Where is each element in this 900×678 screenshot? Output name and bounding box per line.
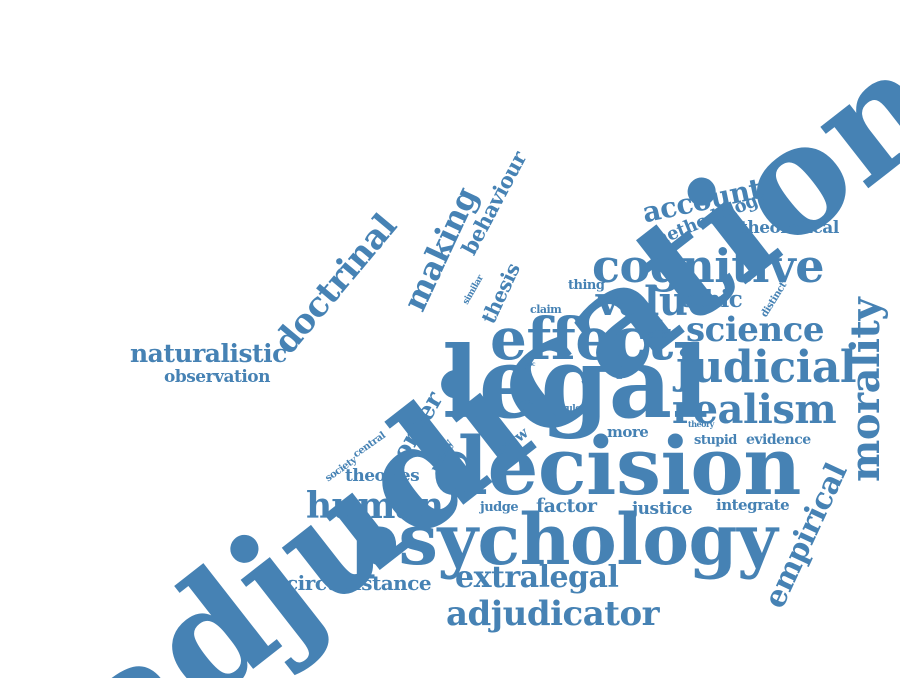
word-factor: factor	[536, 495, 597, 517]
word-legal: legal	[442, 326, 709, 441]
word-morality: morality	[842, 297, 889, 482]
word-justice: justice	[632, 499, 693, 519]
word-extralegal: extralegal	[455, 560, 619, 595]
word-adjudicator: adjudicator	[446, 594, 660, 634]
word-effect: effect	[490, 305, 673, 373]
word-integrate: integrate	[716, 496, 790, 514]
word-observation: observation	[164, 367, 270, 387]
word-doctrinal: doctrinal	[265, 206, 405, 362]
word-case: case	[516, 396, 534, 406]
word-realism: realism	[672, 386, 837, 433]
word-evidence: evidence	[746, 432, 811, 448]
word-value: value	[596, 278, 713, 325]
word-naturalistic: naturalistic	[130, 339, 287, 368]
word-thing: thing	[568, 278, 605, 293]
word-theories: theories	[345, 466, 420, 486]
word-circumstance: circumstance	[286, 571, 432, 595]
word-human: human	[306, 485, 444, 527]
word-ethic: ethic	[680, 286, 743, 313]
word-decision: decision	[432, 419, 801, 513]
word-proc: proc	[522, 361, 536, 368]
word-judicial: judicial	[676, 342, 857, 393]
word-science: science	[686, 310, 824, 350]
word-judge: judge	[480, 500, 519, 515]
word-rule: rule	[562, 404, 581, 414]
word-theory: theory	[688, 419, 714, 429]
word-theoretical: theoretical	[740, 218, 839, 238]
word-more: more	[607, 423, 649, 441]
word-claim: claim	[530, 303, 562, 316]
word-offer: offer	[648, 330, 673, 341]
word-cognitive: cognitive	[592, 239, 825, 293]
word-psychology: psychology	[350, 498, 778, 581]
word-stupid: stupid	[694, 433, 737, 448]
